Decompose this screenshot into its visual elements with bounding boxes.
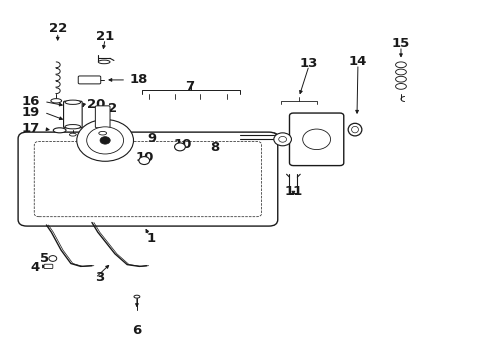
FancyBboxPatch shape — [63, 101, 82, 128]
Text: 6: 6 — [132, 324, 141, 337]
Text: 2: 2 — [107, 102, 117, 115]
Text: 11: 11 — [284, 185, 302, 198]
FancyBboxPatch shape — [289, 113, 343, 166]
Text: 3: 3 — [95, 271, 104, 284]
Ellipse shape — [51, 99, 61, 103]
Text: 1: 1 — [147, 232, 156, 245]
Text: 14: 14 — [348, 55, 366, 68]
Ellipse shape — [65, 100, 81, 104]
Text: 17: 17 — [22, 122, 40, 135]
Text: 9: 9 — [147, 132, 156, 145]
Text: 18: 18 — [129, 73, 148, 86]
Text: 7: 7 — [185, 80, 194, 93]
Ellipse shape — [351, 126, 358, 133]
Ellipse shape — [347, 123, 361, 136]
FancyBboxPatch shape — [34, 141, 261, 217]
Circle shape — [273, 133, 291, 146]
Text: 5: 5 — [40, 252, 49, 265]
Text: 8: 8 — [210, 141, 219, 154]
Text: 10: 10 — [173, 138, 192, 150]
Text: 12: 12 — [98, 138, 116, 151]
Circle shape — [100, 137, 110, 144]
Text: 19: 19 — [22, 106, 40, 119]
Ellipse shape — [98, 60, 110, 64]
Text: 10: 10 — [136, 151, 154, 164]
Circle shape — [278, 136, 286, 142]
Text: 21: 21 — [96, 30, 114, 42]
Text: 16: 16 — [21, 95, 40, 108]
Circle shape — [77, 120, 133, 161]
Ellipse shape — [139, 157, 149, 165]
FancyBboxPatch shape — [44, 264, 53, 269]
Circle shape — [86, 127, 123, 154]
Text: 20: 20 — [87, 98, 105, 111]
Text: 15: 15 — [391, 37, 409, 50]
FancyBboxPatch shape — [95, 106, 110, 128]
Text: 4: 4 — [31, 261, 40, 274]
Circle shape — [49, 256, 57, 261]
Ellipse shape — [99, 131, 106, 135]
Text: 22: 22 — [48, 22, 67, 35]
Ellipse shape — [53, 128, 66, 133]
FancyBboxPatch shape — [18, 132, 277, 226]
Ellipse shape — [69, 133, 76, 136]
Circle shape — [302, 129, 330, 150]
FancyBboxPatch shape — [78, 76, 101, 84]
Ellipse shape — [65, 125, 81, 129]
Ellipse shape — [174, 143, 185, 151]
Text: 13: 13 — [299, 57, 318, 69]
Ellipse shape — [134, 295, 140, 298]
